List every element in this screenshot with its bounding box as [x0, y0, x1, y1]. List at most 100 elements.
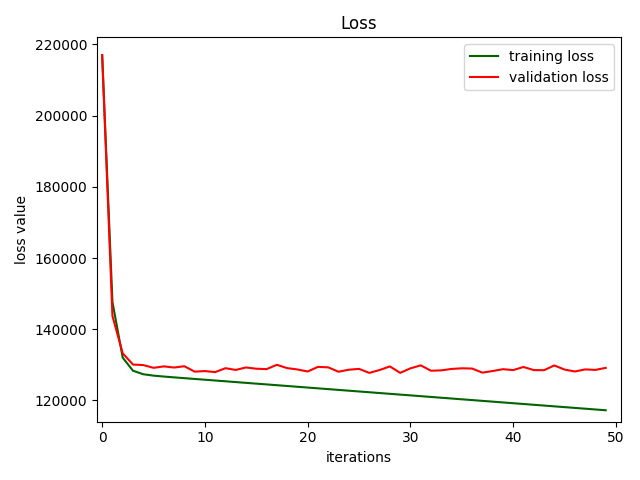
validation loss [129, 361, 137, 367]
training loss [252, 381, 260, 386]
training loss [571, 405, 579, 411]
validation loss [396, 370, 404, 376]
training loss [355, 389, 363, 395]
validation loss [232, 367, 239, 373]
training loss [324, 386, 332, 392]
training loss [170, 374, 178, 380]
validation loss [201, 368, 209, 374]
training loss [396, 392, 404, 397]
validation loss [221, 365, 229, 371]
validation loss [119, 350, 127, 356]
training loss [365, 389, 373, 395]
training loss [201, 377, 209, 383]
training loss [109, 299, 116, 305]
Title: Loss: Loss [340, 15, 378, 33]
validation loss [211, 369, 219, 375]
validation loss [499, 366, 507, 372]
training loss [191, 376, 198, 382]
training loss [294, 384, 301, 390]
Y-axis label: loss value: loss value [15, 195, 29, 264]
training loss [458, 396, 466, 402]
validation loss [479, 370, 486, 375]
validation loss [109, 313, 116, 319]
training loss [284, 383, 291, 389]
training loss [581, 406, 589, 411]
training loss [530, 402, 538, 408]
validation loss [99, 52, 106, 58]
validation loss [530, 367, 538, 373]
training loss [499, 399, 507, 405]
training loss [314, 385, 322, 391]
validation loss [252, 366, 260, 372]
training loss [561, 404, 568, 410]
training loss [211, 378, 219, 384]
training loss [437, 395, 445, 401]
validation loss [180, 363, 188, 369]
validation loss [520, 364, 527, 370]
training loss [448, 396, 456, 401]
validation loss [273, 362, 281, 368]
training loss [150, 373, 157, 379]
validation loss [140, 362, 147, 368]
validation loss [191, 369, 198, 374]
training loss [242, 380, 250, 386]
training loss [129, 368, 137, 373]
X-axis label: iterations: iterations [326, 451, 392, 465]
training loss [263, 382, 271, 387]
training loss [591, 407, 599, 412]
training loss [489, 399, 497, 405]
training loss [99, 52, 106, 58]
Line: validation loss: validation loss [102, 55, 605, 373]
Line: training loss: training loss [102, 55, 605, 410]
validation loss [365, 370, 373, 376]
validation loss [448, 366, 456, 372]
training loss [119, 355, 127, 360]
training loss [160, 373, 168, 379]
training loss [335, 387, 342, 393]
training loss [376, 390, 383, 396]
validation loss [263, 366, 271, 372]
validation loss [437, 368, 445, 373]
validation loss [314, 364, 322, 370]
validation loss [335, 369, 342, 374]
validation loss [591, 367, 599, 373]
validation loss [489, 368, 497, 374]
training loss [304, 384, 312, 390]
validation loss [561, 367, 568, 372]
training loss [427, 394, 435, 400]
validation loss [294, 367, 301, 372]
training loss [406, 393, 414, 398]
validation loss [550, 362, 558, 368]
training loss [345, 388, 353, 394]
validation loss [345, 367, 353, 372]
validation loss [417, 362, 424, 368]
validation loss [468, 366, 476, 372]
validation loss [602, 365, 609, 371]
training loss [540, 403, 548, 408]
validation loss [242, 365, 250, 371]
validation loss [376, 367, 383, 373]
Legend: training loss, validation loss: training loss, validation loss [465, 44, 614, 90]
training loss [417, 393, 424, 399]
validation loss [458, 365, 466, 371]
validation loss [160, 363, 168, 369]
training loss [479, 398, 486, 404]
training loss [273, 383, 281, 388]
validation loss [355, 366, 363, 372]
training loss [509, 400, 517, 406]
training loss [221, 378, 229, 384]
training loss [550, 404, 558, 409]
validation loss [571, 369, 579, 374]
training loss [140, 372, 147, 377]
training loss [386, 391, 394, 396]
validation loss [170, 365, 178, 371]
training loss [232, 379, 239, 385]
training loss [520, 401, 527, 407]
validation loss [324, 364, 332, 370]
validation loss [581, 367, 589, 372]
training loss [468, 397, 476, 403]
training loss [180, 375, 188, 381]
validation loss [304, 369, 312, 374]
training loss [602, 408, 609, 413]
validation loss [427, 368, 435, 373]
